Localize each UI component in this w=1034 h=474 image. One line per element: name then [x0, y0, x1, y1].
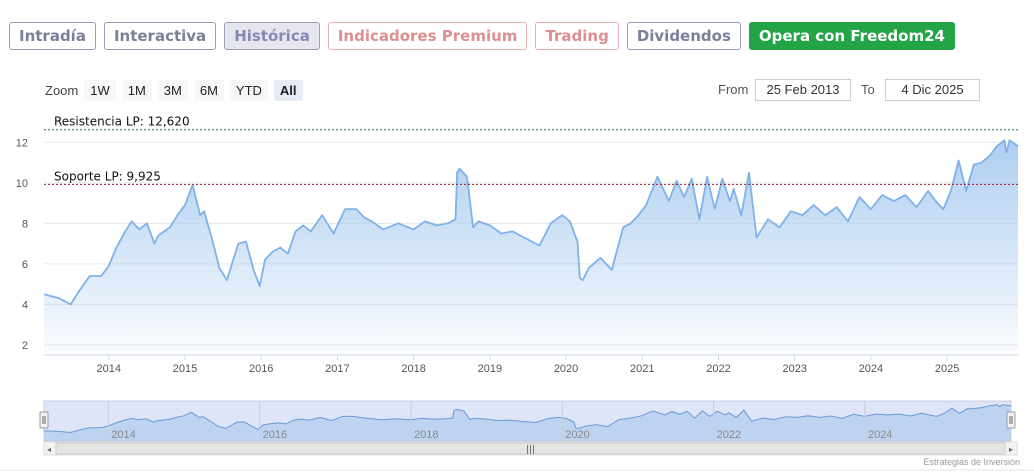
navigator-area — [44, 404, 1011, 441]
from-label: From — [718, 82, 749, 97]
x-tick-label: 2016 — [249, 363, 273, 375]
chart-credit: Estrategias de Inversión — [923, 457, 1020, 467]
zoom-label: Zoom — [45, 83, 79, 98]
y-tick-label: 2 — [22, 340, 28, 352]
navigator-tick-label: 2014 — [111, 429, 135, 441]
to-date-input[interactable]: 4 Dic 2025 — [885, 79, 980, 101]
zoom-button-6m[interactable]: 6M — [193, 80, 224, 101]
to-label: To — [861, 82, 875, 97]
y-tick-label: 4 — [22, 299, 28, 311]
y-tick-label: 6 — [22, 259, 28, 271]
navigator-tick-label: 2022 — [717, 429, 741, 441]
navigator-tick-label: 2016 — [263, 429, 287, 441]
navigator-tick-label: 2020 — [565, 429, 589, 441]
price-area — [44, 140, 1018, 355]
x-tick-label: 2024 — [859, 363, 883, 375]
from-date-input[interactable]: 25 Feb 2013 — [755, 79, 851, 101]
tab-intradía[interactable]: Intradía — [9, 22, 96, 50]
x-tick-label: 2018 — [401, 363, 425, 375]
resistance-label: Resistencia LP: 12,620 — [54, 115, 190, 129]
navigator-right-handle[interactable] — [1006, 411, 1016, 429]
navigator-tick-label: 2018 — [414, 429, 438, 441]
scroll-left-icon[interactable]: ◂ — [47, 445, 51, 454]
x-tick-label: 2023 — [782, 363, 806, 375]
y-tick-label: 8 — [22, 218, 28, 230]
zoom-button-1w[interactable]: 1W — [84, 80, 116, 101]
x-tick-label: 2014 — [97, 363, 121, 375]
tab-opera-con-freedom24[interactable]: Opera con Freedom24 — [748, 22, 955, 50]
tab-interactiva[interactable]: Interactiva — [103, 22, 217, 50]
navigator-left-handle[interactable] — [39, 411, 49, 429]
zoom-button-3m[interactable]: 3M — [157, 80, 188, 101]
price-series-line — [43, 139, 1019, 306]
tab-indicadores-premium[interactable]: Indicadores Premium — [327, 22, 528, 50]
x-tick-label: 2022 — [706, 363, 730, 375]
tab-histórica[interactable]: Histórica — [224, 22, 320, 50]
zoom-button-1m[interactable]: 1M — [121, 80, 152, 101]
scroll-right-icon[interactable]: ▸ — [1009, 445, 1013, 454]
zoom-button-all[interactable]: All — [273, 80, 303, 101]
zoom-button-ytd[interactable]: YTD — [229, 80, 268, 101]
support-label: Soporte LP: 9,925 — [54, 169, 161, 183]
x-tick-label: 2020 — [554, 363, 578, 375]
zoom-controls: Zoom 1W 1M 3M 6M YTD All — [45, 80, 309, 101]
scrollbar-thumb[interactable] — [55, 442, 1006, 455]
x-tick-label: 2019 — [478, 363, 502, 375]
y-tick-label: 12 — [16, 137, 28, 149]
x-tick-label: 2015 — [173, 363, 197, 375]
tab-trading[interactable]: Trading — [535, 22, 619, 50]
tab-dividendos[interactable]: Dividendos — [626, 22, 741, 50]
navigator-line — [43, 404, 1012, 434]
chart-view-tabs: Intradía Interactiva Histórica Indicadores … — [9, 22, 955, 50]
x-tick-label: 2017 — [325, 363, 349, 375]
x-tick-label: 2021 — [630, 363, 654, 375]
navigator-tick-label: 2024 — [868, 429, 892, 441]
y-tick-label: 10 — [16, 178, 28, 190]
x-tick-label: 2025 — [935, 363, 959, 375]
scrollbar-grip-icon: ||| — [526, 445, 535, 455]
